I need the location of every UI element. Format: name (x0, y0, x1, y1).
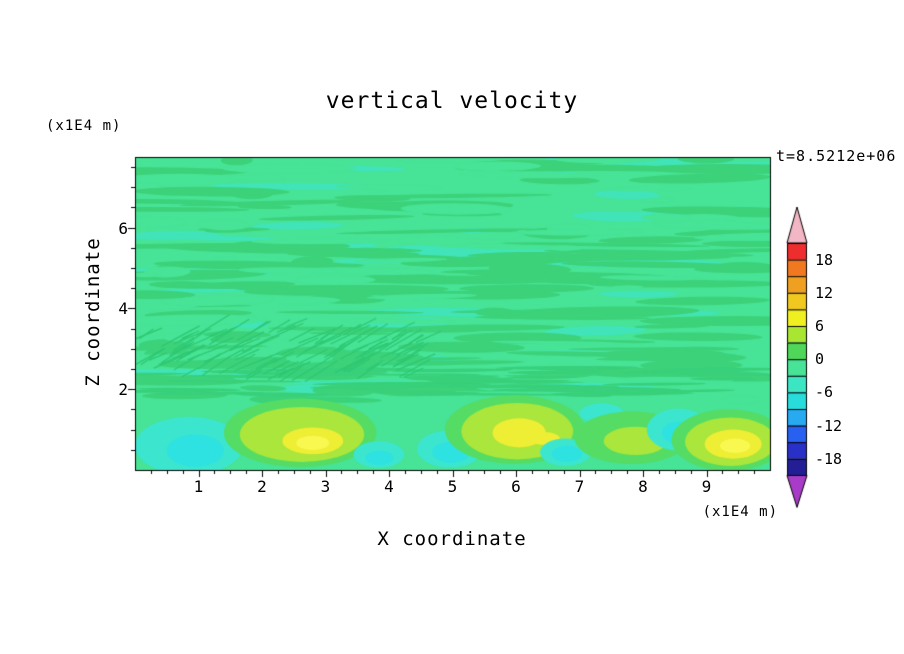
z-axis-unit-label: (x1E4 m) (46, 118, 122, 134)
colorbar-label-0: 0 (815, 350, 825, 369)
colorbar-label-18: 18 (815, 250, 834, 269)
colorbar-label--18: -18 (815, 449, 843, 468)
x-tick-label-1: 1 (193, 477, 204, 496)
x-tick-label-7: 7 (574, 477, 585, 496)
z-tick-label-4: 4 (118, 299, 128, 319)
z-axis-label: Z coordinate (82, 237, 104, 387)
x-tick-label-6: 6 (511, 477, 521, 496)
x-tick-label-9: 9 (701, 477, 712, 496)
x-tick-label-2: 2 (257, 477, 267, 496)
time-label: t=8.5212e+06 (776, 147, 897, 165)
x-axis-label: X coordinate (377, 528, 527, 550)
colorbar-label-12: 12 (815, 283, 834, 302)
plot-title: vertical velocity (325, 88, 579, 114)
x-tick-label-4: 4 (384, 477, 394, 496)
x-tick-label-8: 8 (638, 477, 648, 496)
x-tick-label-3: 3 (320, 477, 331, 496)
colorbar-label--6: -6 (815, 383, 834, 402)
colorbar-label--12: -12 (815, 416, 843, 435)
x-tick-label-5: 5 (447, 477, 458, 496)
x-axis-unit-label: (x1E4 m) (702, 504, 778, 520)
colorbar-label-6: 6 (815, 317, 825, 335)
z-tick-label-6: 6 (118, 218, 128, 238)
z-tick-label-2: 2 (118, 380, 128, 400)
